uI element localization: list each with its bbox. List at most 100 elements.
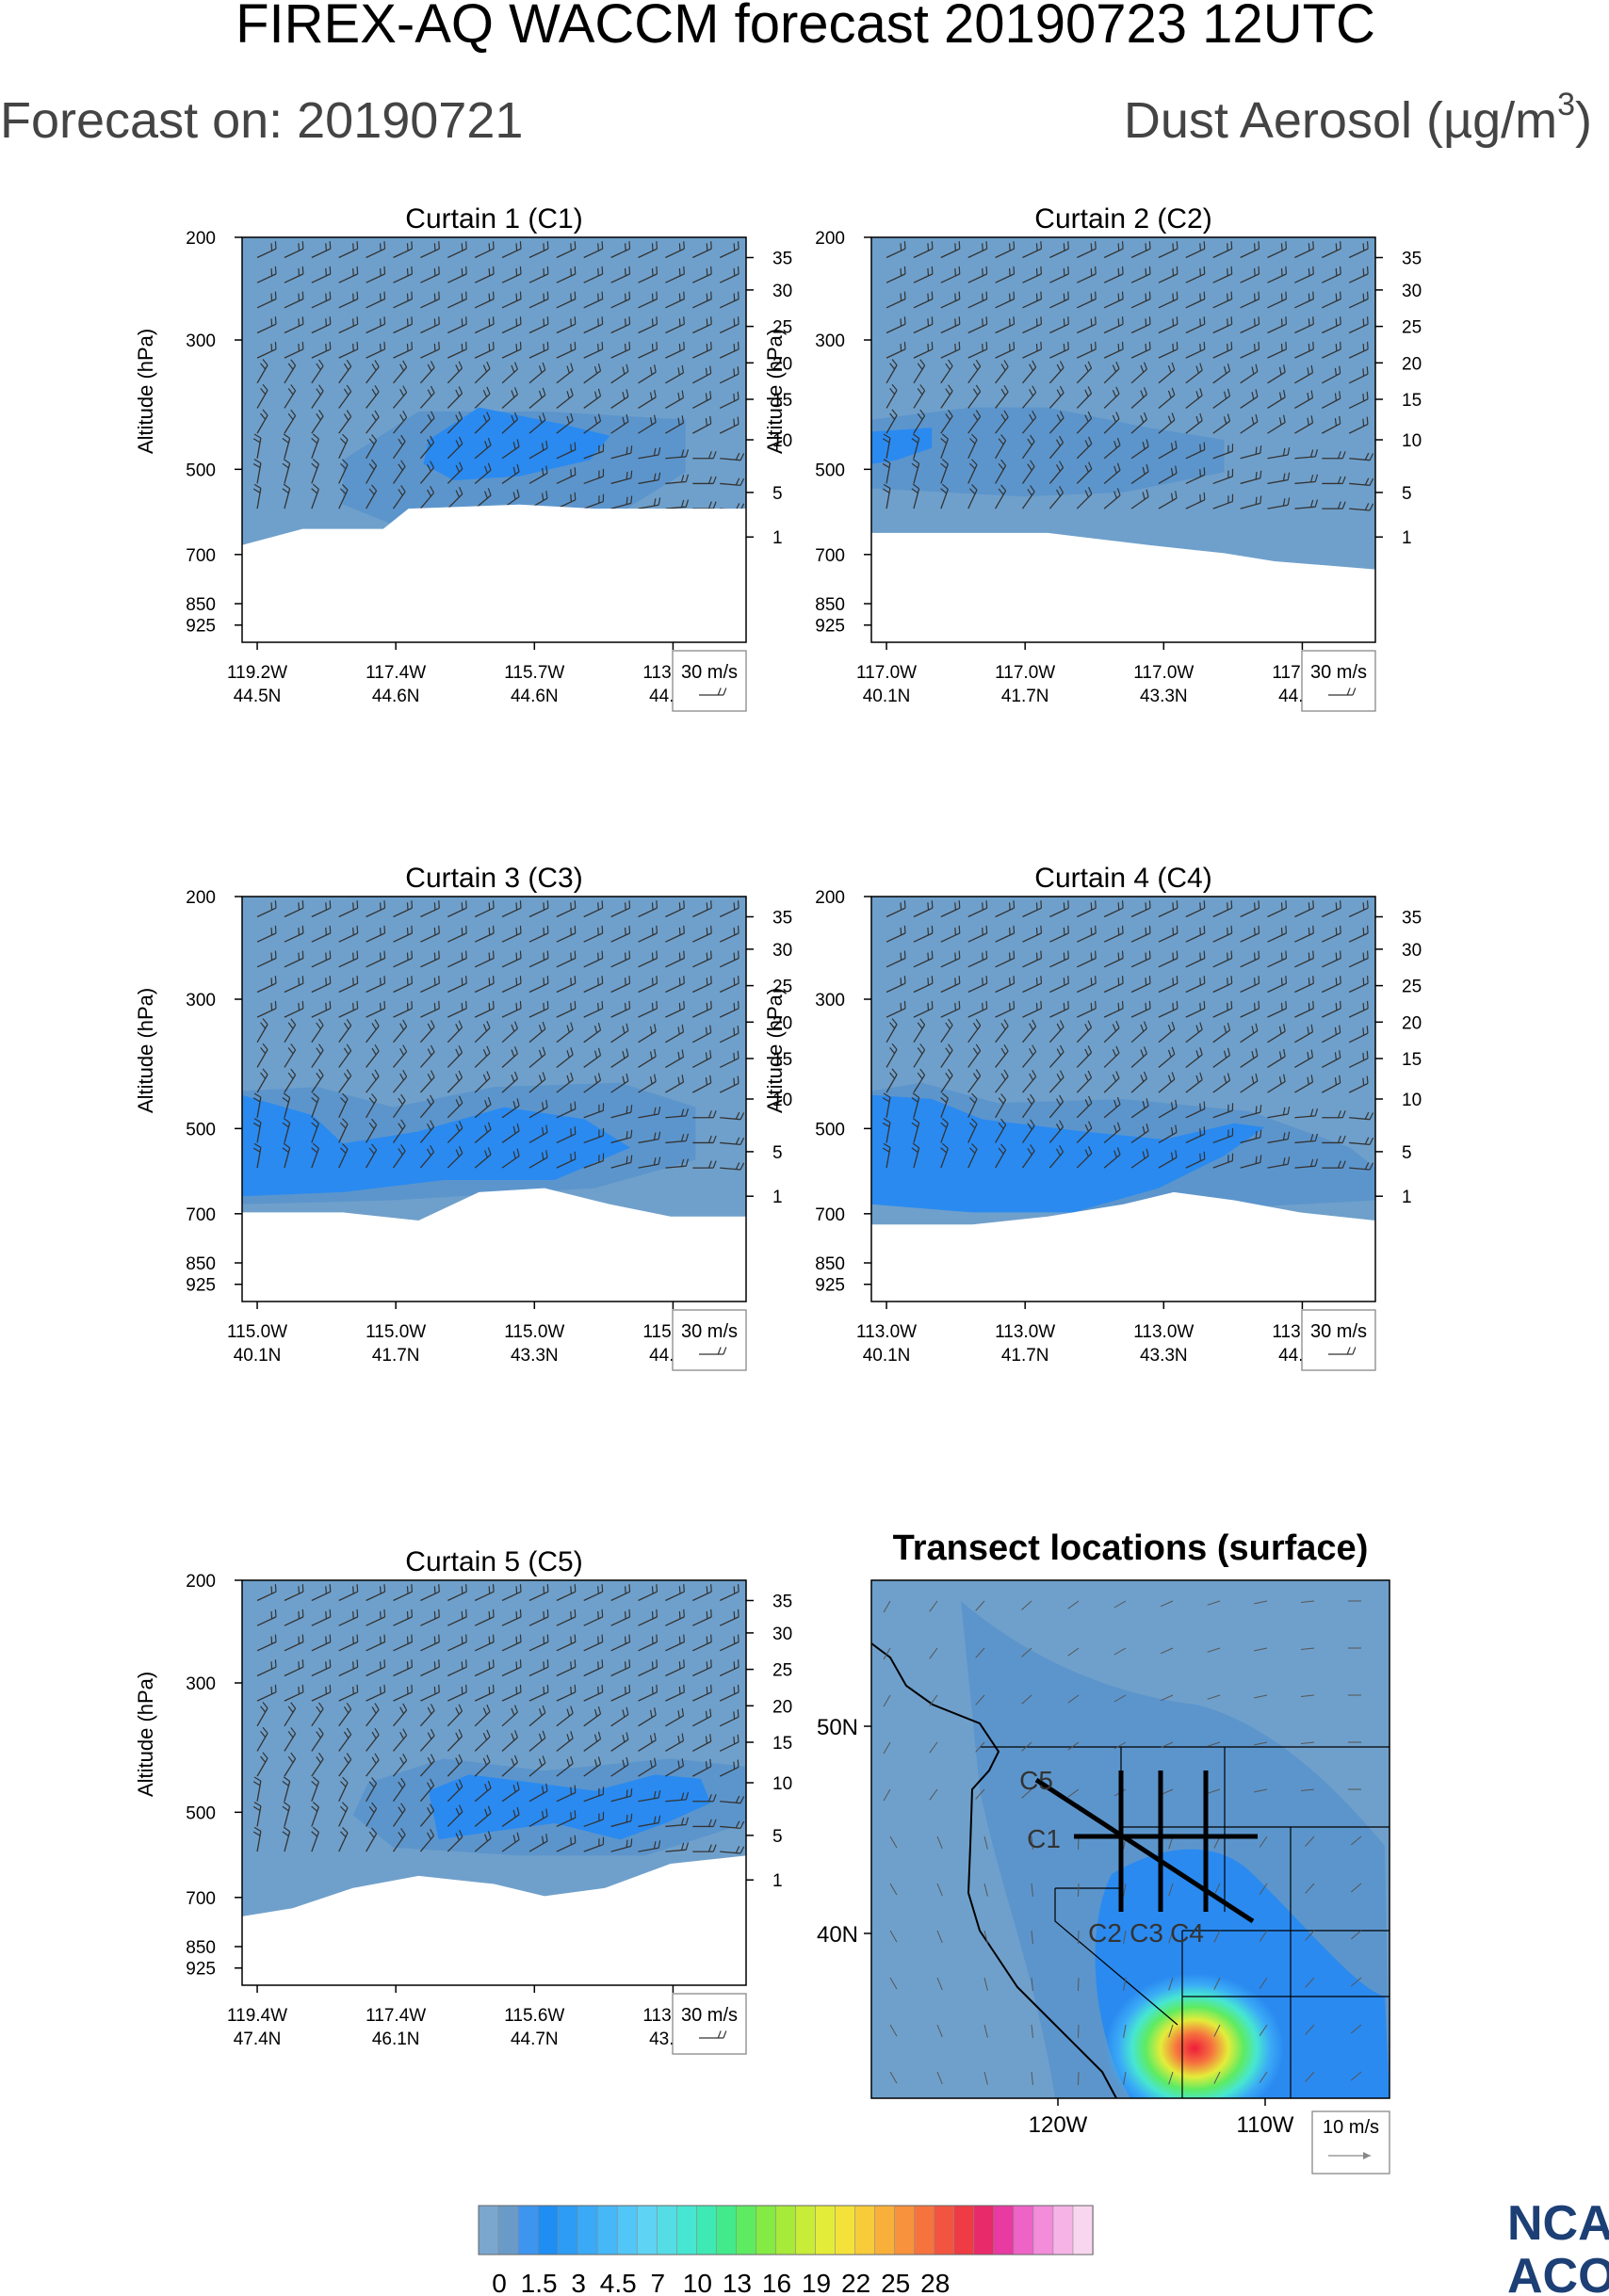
wind-vector (1168, 2024, 1174, 2038)
wind-barb (528, 412, 546, 434)
wind-barb (1049, 266, 1069, 283)
colorbar-cell (497, 2205, 519, 2256)
wind-barb (995, 976, 1016, 994)
wind-barb (284, 1684, 304, 1702)
wind-barb (1022, 266, 1043, 283)
map-wind-reference-box: 10 m/s (1311, 2110, 1390, 2175)
wind-barb (256, 1000, 277, 1018)
wind-barb (366, 1684, 386, 1702)
wind-barb (256, 976, 277, 994)
y-axis-label: Altitude (hPa) (763, 988, 787, 1113)
curtain-title: Curtain 1 (C1) (405, 203, 582, 234)
wind-barb (556, 291, 577, 309)
wind-barb (1376, 976, 1395, 992)
wind-barb (967, 976, 988, 994)
wind-barb (967, 341, 988, 359)
wind-barb (528, 900, 549, 918)
wind-barb (1076, 1070, 1093, 1093)
wind-barb (447, 487, 463, 509)
wind-barb (528, 1834, 548, 1852)
wind-barb (338, 1609, 359, 1626)
wind-barb (1130, 925, 1151, 943)
wind-barb (1294, 291, 1314, 309)
wind-barb (366, 900, 386, 918)
wind-barb (882, 459, 891, 484)
wind-barb (528, 976, 549, 994)
pressure-tick-label: 300 (815, 331, 845, 351)
wind-barb (284, 1659, 304, 1677)
wind-barb (1212, 1103, 1234, 1119)
wind-barb (1294, 266, 1314, 283)
wind-barb (911, 483, 920, 509)
wind-barb (691, 1050, 712, 1069)
wind-barb (501, 1071, 518, 1093)
wind-barb (1158, 362, 1176, 384)
wind-barb (256, 383, 268, 409)
wind-barb (665, 1158, 690, 1169)
wind-barb (940, 976, 961, 994)
x-tick-lon: 117.0W (856, 663, 917, 683)
wind-barb (1294, 341, 1314, 359)
wind-barb (967, 291, 988, 309)
wind-barb (474, 950, 495, 968)
wind-barb (1321, 365, 1341, 384)
wind-barb (393, 1684, 414, 1702)
wind-barb (665, 499, 690, 509)
wind-barb (284, 925, 304, 943)
wind-barb (747, 1609, 766, 1625)
height-tick-label: 1 (1402, 1188, 1412, 1207)
wind-barb (338, 976, 359, 994)
height-tick-label: 25 (772, 978, 792, 997)
wind-barb (1348, 266, 1369, 283)
wind-barb (338, 900, 359, 918)
wind-vector (1350, 2071, 1362, 2081)
wind-barb (940, 1118, 949, 1143)
wind-vector (1305, 1883, 1315, 1894)
wind-barb (719, 925, 739, 943)
height-tick-label: 5 (1402, 1143, 1412, 1163)
wind-vector (929, 1741, 938, 1754)
wind-barb (338, 1118, 349, 1143)
wind-barb (366, 360, 380, 384)
wind-barb (940, 341, 961, 359)
wind-barb (256, 359, 268, 384)
wind-vector (883, 1788, 891, 1802)
wind-barb (1240, 900, 1260, 918)
wind-vector (1021, 1741, 1032, 1752)
wind-barb (720, 1846, 745, 1854)
wind-barb (556, 1101, 577, 1119)
wind-barb (638, 1024, 657, 1043)
wind-barb (338, 384, 352, 409)
wind-barb (338, 1776, 349, 1803)
wind-barb (1076, 411, 1093, 434)
wind-barb (886, 316, 906, 334)
height-tick-label: 10 (772, 431, 792, 451)
wind-barb (692, 1659, 712, 1677)
wind-barb (528, 1609, 549, 1626)
wind-barb (447, 1779, 463, 1803)
wind-barb (338, 341, 359, 359)
wind-vector (1305, 1835, 1315, 1847)
wind-barb (747, 1710, 766, 1726)
wind-barb (420, 341, 440, 359)
wind-barb (1077, 1000, 1097, 1018)
wind-barb (311, 900, 332, 918)
wind-barb (583, 950, 604, 968)
wind-barb (366, 1069, 380, 1093)
wind-barb (882, 483, 891, 509)
colorbar-cell (914, 2205, 935, 2256)
wind-barb (1267, 364, 1286, 384)
wind-barb (392, 1803, 406, 1827)
wind-barb (610, 1155, 633, 1169)
lon-tick-label: 110W (1237, 2112, 1294, 2138)
wind-barb (1130, 1098, 1149, 1119)
wind-barb (995, 266, 1016, 283)
wind-barb (719, 976, 739, 994)
wind-barb (638, 1815, 661, 1828)
wind-barb (366, 1143, 378, 1169)
wind-barb (284, 1584, 304, 1602)
wind-barb (420, 316, 440, 334)
colorbar-label: 10 (683, 2269, 712, 2296)
wind-barb (665, 900, 685, 918)
wind-barb (638, 1074, 657, 1093)
